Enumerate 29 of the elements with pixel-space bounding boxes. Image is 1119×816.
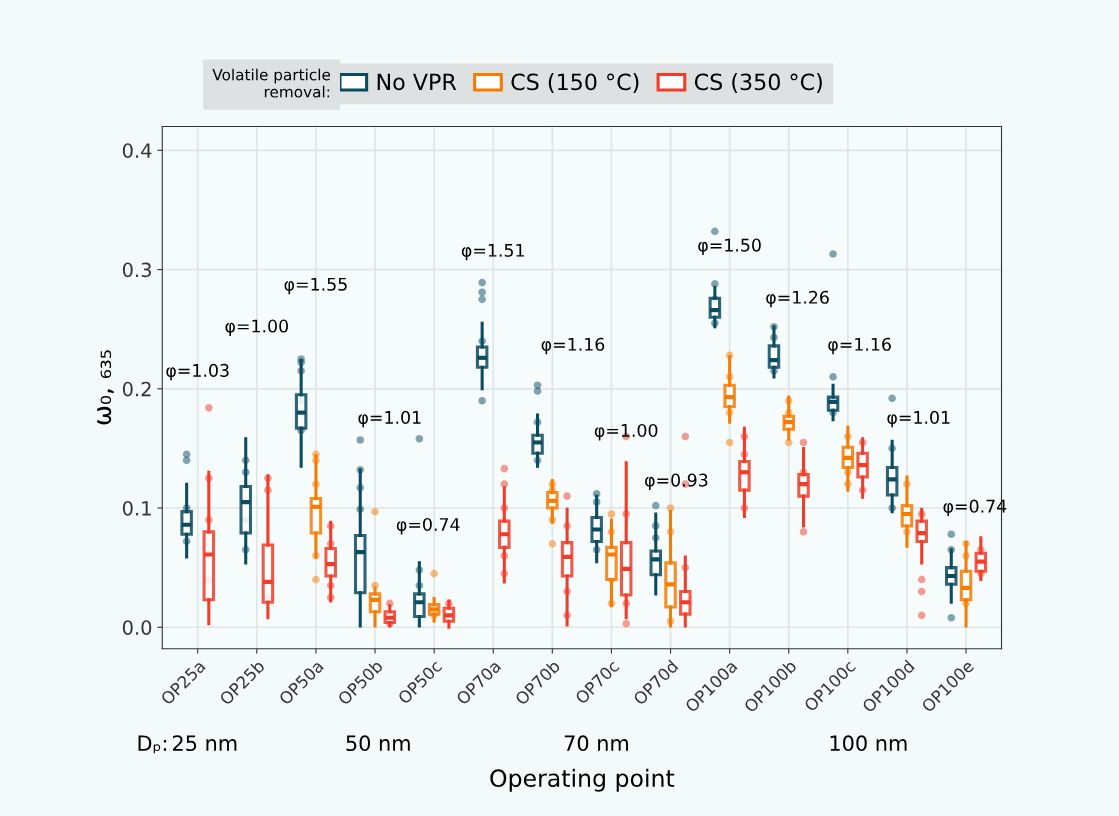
annotation: φ=1.00 <box>594 423 658 441</box>
y-tick-label: 0.2 <box>122 381 151 397</box>
text: 100 nm <box>830 735 907 752</box>
annotation: φ=0.93 <box>645 473 708 490</box>
annotation: φ=1.00 <box>225 319 288 336</box>
y-tick-label: 0.1 <box>122 500 151 516</box>
text: 50 nm <box>346 735 410 752</box>
annotation: φ=1.50 <box>698 238 761 255</box>
x-axis-title: Operating point <box>490 768 675 792</box>
legend-label: CS (150 °C) <box>511 73 639 93</box>
annotation: φ=1.01 <box>358 410 421 428</box>
legend-title: Volatile particle removal: <box>212 68 331 98</box>
annotation: φ=1.55 <box>284 277 347 295</box>
y-axis-title: ω₀, ₆₃₅ <box>97 350 114 425</box>
annotation: φ=1.51 <box>461 243 524 261</box>
y-tick-label: 0.4 <box>122 143 152 158</box>
text: Dₚ: <box>138 735 167 754</box>
annotation: φ=0.74 <box>396 517 460 535</box>
text: 70 nm <box>564 735 628 752</box>
text: 25 nm <box>172 735 237 752</box>
legend-label: No VPR <box>377 73 457 91</box>
annotation: φ=1.01 <box>887 410 950 428</box>
y-tick-label: 0.0 <box>122 620 152 635</box>
annotation: φ=1.26 <box>766 290 829 308</box>
annotation: φ=1.03 <box>166 363 229 381</box>
legend-label: CS (350 °C) <box>694 73 822 93</box>
annotation: φ=1.16 <box>828 337 891 355</box>
y-tick-label: 0.3 <box>122 262 151 278</box>
annotation: φ=1.16 <box>541 337 605 355</box>
